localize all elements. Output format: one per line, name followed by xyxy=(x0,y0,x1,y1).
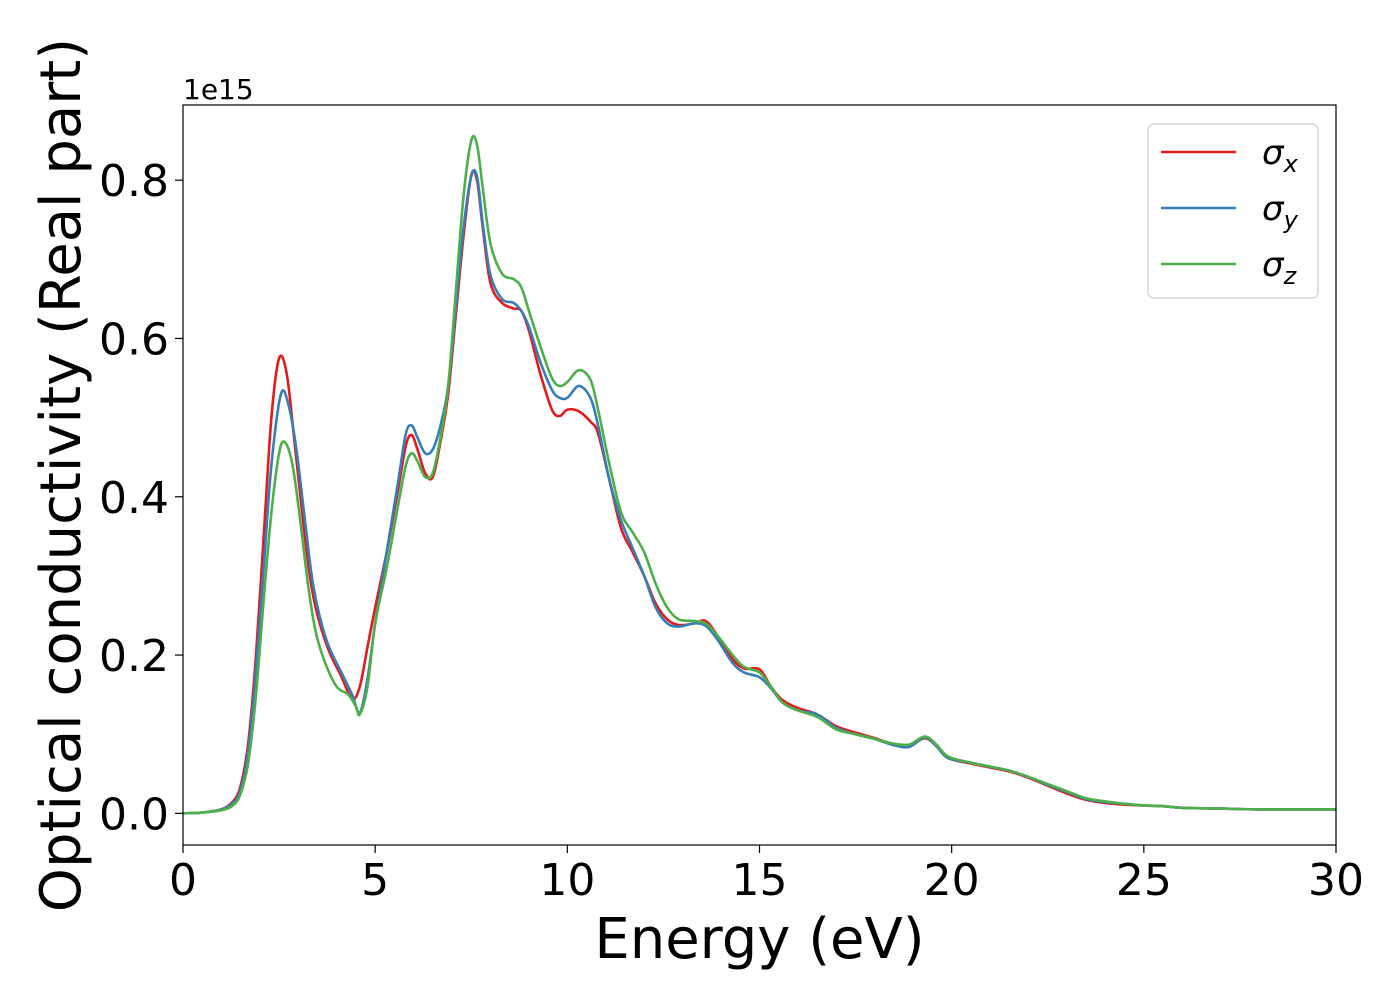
y-tick-label: 0.0 xyxy=(99,789,169,840)
y-tick-label: 0.8 xyxy=(99,156,169,207)
legend: σx σy σz xyxy=(1147,123,1319,299)
x-tick-label: 15 xyxy=(732,855,788,906)
x-axis-ticks: 0 5 10 15 20 25 30 xyxy=(169,845,1364,906)
series-layer xyxy=(183,134,1336,815)
y-tick-label: 0.6 xyxy=(99,314,169,365)
x-tick-label: 10 xyxy=(539,855,595,906)
legend-label-y: σy xyxy=(1262,189,1299,234)
legend-label-x: σx xyxy=(1262,133,1299,178)
y-tick-label: 0.4 xyxy=(99,473,169,524)
y-axis-ticks: 0.0 0.2 0.4 0.6 0.8 xyxy=(99,156,183,840)
x-tick-label: 30 xyxy=(1308,855,1364,906)
x-tick-label: 0 xyxy=(169,855,197,906)
legend-box xyxy=(1147,123,1319,299)
y-tick-label: 0.2 xyxy=(99,631,169,682)
y-offset-label: 1e15 xyxy=(183,73,254,106)
y-axis-title: Optical conductivity (Real part) xyxy=(29,38,94,912)
legend-label-z: σz xyxy=(1262,245,1298,290)
series-line-z xyxy=(183,134,1336,815)
x-axis-title: Energy (eV) xyxy=(594,907,924,972)
x-tick-label: 5 xyxy=(361,855,389,906)
x-tick-label: 20 xyxy=(924,855,980,906)
x-tick-label: 25 xyxy=(1116,855,1172,906)
